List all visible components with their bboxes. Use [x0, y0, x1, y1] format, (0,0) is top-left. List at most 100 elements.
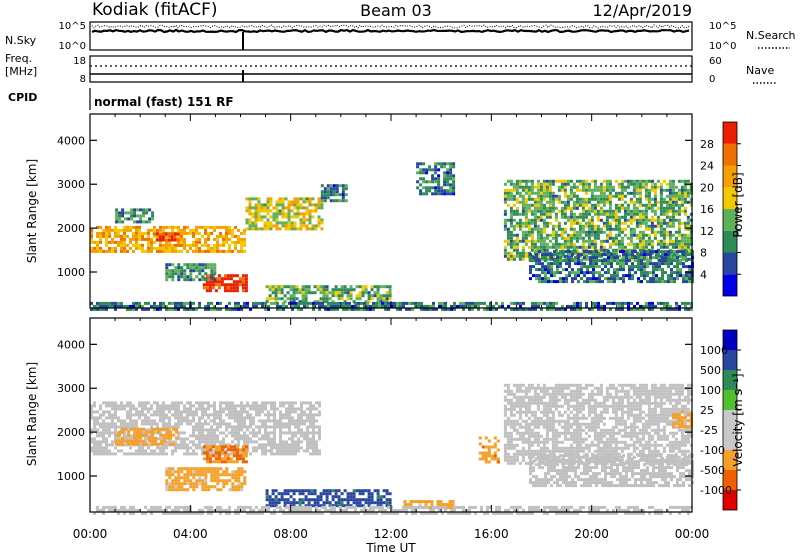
power-cell [174, 307, 177, 311]
velocity-cell [243, 425, 246, 429]
power-cell [629, 209, 633, 213]
power-cell [652, 271, 655, 275]
velocity-cell [121, 442, 125, 446]
power-cell [530, 218, 534, 222]
power-cell [655, 277, 658, 281]
power-cell [308, 218, 312, 222]
power-cell [271, 291, 275, 295]
power-cell [332, 187, 336, 191]
power-cell [590, 179, 594, 183]
power-cell [686, 191, 690, 195]
velocity-cell [240, 404, 243, 408]
power-cell [658, 259, 661, 263]
power-cell [201, 269, 205, 273]
power-cell [599, 245, 603, 249]
power-cell [135, 231, 138, 235]
velocity-cell [279, 404, 282, 408]
power-cell [512, 188, 516, 192]
velocity-cell [168, 470, 172, 474]
power-cell [319, 297, 323, 301]
power-cell [542, 248, 546, 252]
velocity-cell [261, 419, 264, 423]
velocity-cell [123, 431, 126, 435]
power-cell [204, 307, 207, 311]
velocity-cell [151, 436, 155, 440]
velocity-cell [177, 413, 180, 417]
velocity-cell [316, 495, 320, 499]
power-cell [120, 228, 123, 232]
velocity-cell [111, 413, 114, 417]
velocity-cell [141, 404, 144, 408]
power-cell [142, 220, 146, 224]
power-cell [437, 186, 441, 190]
velocity-cell [234, 410, 237, 414]
power-cell [231, 307, 234, 311]
power-cell [272, 212, 276, 216]
power-cell [581, 257, 585, 261]
velocity-cell [388, 492, 392, 496]
power-cell [635, 200, 639, 204]
power-cell [682, 277, 685, 281]
power-cell [515, 224, 519, 228]
velocity-cell [177, 431, 180, 435]
velocity-region [202, 445, 248, 464]
power-cell [637, 256, 640, 260]
velocity-cell [264, 443, 267, 447]
power-cell [527, 209, 531, 213]
power-cell [650, 188, 654, 192]
power-cell [422, 168, 426, 172]
velocity-cell [268, 498, 272, 502]
velocity-cell [169, 436, 173, 440]
power-cell [685, 277, 688, 281]
power-cell [596, 233, 600, 237]
power-cell [302, 200, 306, 204]
power-cell [120, 301, 123, 305]
power-cell [653, 212, 657, 216]
power-cell [337, 294, 341, 298]
velocity-cell [282, 401, 285, 405]
power-cell [587, 224, 591, 228]
power-cell [667, 256, 670, 260]
velocity-cell [219, 479, 223, 483]
power-cell [611, 242, 615, 246]
velocity-cell [177, 467, 181, 471]
power-cell [616, 277, 619, 281]
power-cell [647, 191, 651, 195]
velocity-cell [524, 431, 528, 435]
power-cell [524, 251, 528, 255]
velocity-cell [147, 422, 150, 426]
power-cell [141, 246, 144, 250]
velocity-cell [129, 434, 132, 438]
nsearch-tick-low: 10^0 [709, 41, 736, 52]
power-cell [535, 268, 538, 272]
power-cell [569, 224, 573, 228]
power-heatmap [90, 162, 694, 311]
power-cell [671, 191, 675, 195]
velocity-cell [160, 433, 164, 437]
power-cell [260, 209, 264, 213]
power-cell [569, 227, 573, 231]
power-cell [440, 165, 444, 169]
velocity-cell [180, 446, 183, 450]
power-cell [99, 301, 102, 305]
power-cell [180, 304, 183, 308]
power-cell [559, 277, 562, 281]
power-cell [248, 206, 252, 210]
velocity-cell [306, 425, 309, 429]
velocity-cell [133, 427, 137, 431]
velocity-cell [198, 467, 202, 471]
power-cell [317, 224, 321, 228]
power-cell [211, 283, 215, 287]
power-cell [275, 203, 279, 207]
power-cell [296, 197, 300, 201]
power-cell [541, 253, 544, 257]
power-cell [566, 233, 570, 237]
velocity-cell [180, 401, 183, 405]
power-cell [268, 294, 272, 298]
power-cell [641, 215, 645, 219]
velocity-cell [291, 416, 294, 420]
power-cell [416, 180, 420, 184]
power-cell [635, 209, 639, 213]
velocity-cell [183, 419, 186, 423]
power-cell [329, 199, 333, 203]
